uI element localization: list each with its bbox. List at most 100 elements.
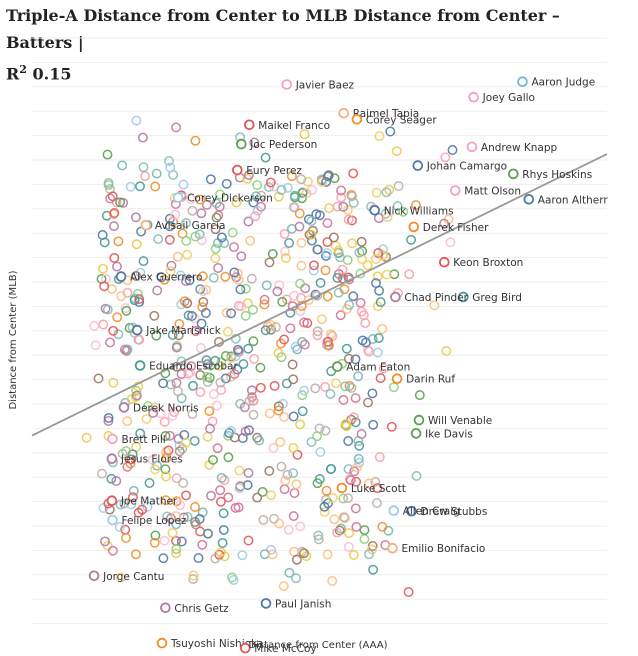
data-point: [233, 300, 244, 311]
data-point: [317, 176, 328, 187]
data-point: [368, 564, 379, 575]
data-point: [351, 476, 362, 487]
data-point: [161, 471, 171, 482]
data-point: [235, 284, 246, 295]
data-point: [93, 373, 104, 384]
data-point: [89, 320, 100, 331]
point-label: Rhys Hoskins: [522, 169, 592, 181]
data-point: [239, 402, 250, 413]
data-point: [219, 475, 230, 486]
data-point: [312, 431, 323, 442]
data-point: [121, 305, 132, 316]
data-point: [159, 535, 170, 546]
data-point: [260, 152, 271, 163]
data-point: [343, 436, 354, 446]
data-point: [299, 385, 310, 396]
point-label: Felipe Lopez: [122, 515, 187, 527]
data-point: [297, 187, 308, 198]
data-point: [103, 412, 114, 423]
data-point: [343, 353, 354, 364]
data-point: [391, 146, 402, 157]
data-point: [227, 227, 238, 238]
data-point: [144, 478, 155, 488]
data-point: [321, 485, 332, 496]
data-point: [344, 274, 355, 285]
data-point: [246, 273, 257, 284]
data-point: [200, 308, 211, 318]
data-point: [289, 290, 300, 301]
data-point: [312, 290, 323, 301]
data-point: [378, 363, 389, 374]
data-point: [182, 249, 193, 260]
data-point: [356, 306, 367, 317]
data-point: [134, 294, 145, 305]
data-point: [370, 476, 381, 487]
data-point: [208, 272, 219, 283]
data-point: [259, 299, 270, 310]
data-point: [164, 156, 174, 166]
point-label: Nick Williams: [384, 205, 454, 217]
data-point: [243, 343, 254, 354]
data-point: [340, 381, 351, 392]
data-point: [216, 472, 227, 483]
data-point: [270, 322, 281, 333]
data-point: [126, 499, 137, 510]
data-point: [99, 237, 110, 248]
data-point: [111, 476, 122, 486]
data-point: [140, 171, 151, 182]
data-point: [302, 176, 313, 187]
data-point: [252, 432, 263, 443]
data-point: [275, 437, 286, 447]
data-point: [171, 473, 182, 484]
data-point: [149, 537, 160, 548]
data-point: [181, 490, 191, 501]
data-point: [388, 382, 399, 393]
data-point: [290, 341, 301, 352]
data-point: [294, 221, 305, 232]
point-label: Keon Broxton: [453, 257, 523, 269]
point-label: Matt Olson: [464, 186, 521, 198]
data-point: [121, 532, 131, 543]
data-point: [135, 428, 146, 439]
labeled-point: [107, 433, 118, 445]
labeled-point: [131, 324, 143, 336]
point-label: Eury Perez: [246, 165, 302, 177]
data-point: [255, 382, 266, 393]
data-point: [229, 267, 240, 278]
data-point: [109, 252, 120, 263]
data-point: [201, 355, 212, 366]
data-point: [291, 554, 302, 565]
labeled-point: [172, 192, 184, 203]
data-point: [223, 452, 234, 463]
data-point: [190, 519, 201, 530]
labeled-point: [390, 291, 401, 303]
data-point: [247, 304, 258, 315]
data-point: [210, 553, 221, 564]
data-point: [386, 421, 397, 432]
labeled-point: [387, 542, 398, 554]
labeled-point: [115, 271, 127, 282]
data-point: [371, 187, 382, 198]
labeled-point: [281, 79, 293, 90]
data-point: [181, 235, 192, 246]
data-point: [234, 483, 245, 494]
data-point: [213, 210, 224, 221]
data-point: [149, 310, 160, 321]
data-point: [326, 463, 337, 474]
data-point: [209, 389, 219, 400]
data-point: [351, 521, 362, 532]
data-point: [351, 462, 362, 473]
data-point: [122, 416, 133, 427]
data-point: [411, 200, 421, 211]
data-point: [320, 425, 331, 436]
point-label: Luke Scott: [351, 483, 406, 495]
y-axis-label: Distance from Center (MLB): [8, 270, 19, 409]
data-point: [373, 333, 384, 344]
data-point: [406, 234, 417, 245]
data-point: [329, 173, 340, 184]
data-point: [190, 502, 200, 512]
data-point: [125, 458, 136, 469]
data-point: [210, 253, 221, 264]
point-label: Jorge Cantu: [102, 571, 164, 583]
data-point: [344, 474, 355, 485]
